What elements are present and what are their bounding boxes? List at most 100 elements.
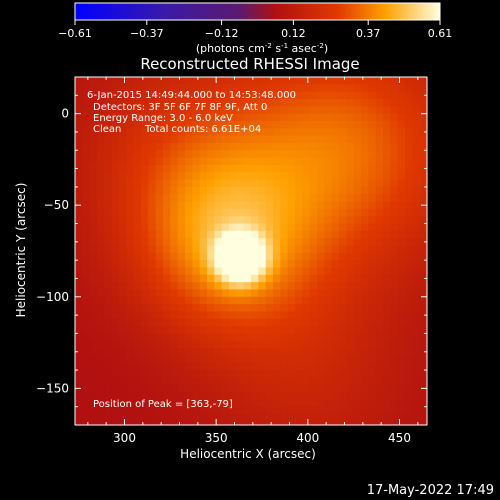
heatmap-cell <box>273 267 281 276</box>
heatmap-cell <box>133 106 142 115</box>
y-tick-label: 0 <box>61 107 69 121</box>
heatmap-cell <box>412 362 421 371</box>
heatmap-cell <box>89 260 98 269</box>
heatmap-cell <box>287 135 296 144</box>
heatmap-cell <box>331 142 340 151</box>
heatmap-cell <box>419 128 427 137</box>
heatmap-cell <box>82 186 91 195</box>
heatmap-cell <box>353 120 362 129</box>
heatmap-cell <box>412 106 421 115</box>
heatmap-cell <box>97 267 105 276</box>
heatmap-cell <box>405 311 413 320</box>
heatmap-cell <box>229 84 237 93</box>
heatmap-cell <box>346 208 355 217</box>
heatmap-cell <box>412 311 421 320</box>
heatmap-cell <box>148 414 157 422</box>
heatmap-cell <box>236 106 245 115</box>
heatmap-cell <box>111 194 120 203</box>
heatmap-cell <box>229 128 237 137</box>
heatmap-cell <box>412 216 421 225</box>
y-tick-label: −50 <box>44 198 69 212</box>
heatmap-cell <box>221 98 230 107</box>
y-axis-label: Heliocentric Y (arcsec) <box>14 183 28 318</box>
heatmap-cell <box>214 106 223 115</box>
heatmap-cell <box>207 421 215 425</box>
heatmap-cell <box>192 296 201 305</box>
heatmap-cell <box>287 296 296 305</box>
heatmap-cell <box>141 84 149 93</box>
heatmap-cell <box>405 267 413 276</box>
heatmap-cell <box>375 304 384 313</box>
heatmap-cell <box>390 186 399 195</box>
heatmap-cell <box>155 267 164 276</box>
heatmap-cell <box>397 348 406 356</box>
heatmap-cell <box>185 304 193 313</box>
heatmap-cell <box>236 230 245 239</box>
heatmap-cell <box>229 355 237 364</box>
heatmap-cell <box>75 179 83 188</box>
heatmap-cell <box>368 98 377 107</box>
heatmap-cell <box>375 245 384 254</box>
heatmap-cell <box>295 186 303 195</box>
heatmap-cell <box>133 245 142 254</box>
heatmap-cell <box>148 355 157 364</box>
heatmap-cell <box>133 326 142 335</box>
heatmap-cell <box>199 128 208 137</box>
heatmap-cell <box>199 399 208 408</box>
heatmap-cell <box>265 98 274 107</box>
heatmap-cell <box>75 326 83 335</box>
heatmap-cell <box>119 421 127 425</box>
heatmap-cell <box>133 421 142 425</box>
heatmap-cell <box>419 157 427 166</box>
heatmap-cell <box>185 392 193 400</box>
heatmap-cell <box>280 282 289 291</box>
heatmap-cell <box>133 135 142 144</box>
heatmap-cell <box>390 135 399 144</box>
heatmap-cell <box>221 186 230 195</box>
heatmap-cell <box>273 282 281 291</box>
heatmap-cell <box>405 333 413 342</box>
heatmap-cell <box>331 208 340 217</box>
heatmap-cell <box>405 135 413 144</box>
heatmap-cell <box>163 164 171 173</box>
heatmap-cell <box>111 77 120 85</box>
heatmap-cell <box>273 106 281 115</box>
heatmap-cell <box>368 392 377 400</box>
heatmap-cell <box>375 260 384 269</box>
heatmap-cell <box>75 340 83 349</box>
heatmap-cell <box>148 179 157 188</box>
heatmap-cell <box>390 289 399 298</box>
heatmap-cell <box>346 230 355 239</box>
heatmap-cell <box>185 274 193 283</box>
heatmap-cell <box>419 348 427 356</box>
heatmap-cell <box>126 135 135 144</box>
heatmap-cell <box>97 274 105 283</box>
heatmap-cell <box>148 194 157 203</box>
heatmap-cell <box>155 194 164 203</box>
heatmap-cell <box>339 245 347 254</box>
heatmap-cell <box>353 377 362 386</box>
heatmap-cell <box>346 348 355 356</box>
y-tick-label: −150 <box>36 381 69 395</box>
heatmap-cell <box>119 208 127 217</box>
heatmap-cell <box>126 333 135 342</box>
heatmap-cell <box>346 333 355 342</box>
footer-date: 17-May-2022 17:49 <box>367 483 494 498</box>
heatmap-cell <box>133 223 142 232</box>
heatmap-cell <box>185 289 193 298</box>
heatmap-cell <box>133 377 142 386</box>
heatmap-cell <box>89 91 98 100</box>
heatmap-cell <box>199 406 208 415</box>
heatmap-cell <box>287 340 296 349</box>
heatmap-cell <box>199 157 208 166</box>
heatmap-cell <box>287 179 296 188</box>
heatmap-cell <box>126 201 135 210</box>
heatmap-cell <box>331 289 340 298</box>
heatmap-cell <box>309 194 318 203</box>
heatmap-cell <box>75 304 83 313</box>
heatmap-cell <box>111 296 120 305</box>
heatmap-cell <box>170 260 179 269</box>
heatmap-cell <box>346 318 355 327</box>
heatmap-cell <box>97 113 105 122</box>
heatmap-cell <box>177 362 186 371</box>
